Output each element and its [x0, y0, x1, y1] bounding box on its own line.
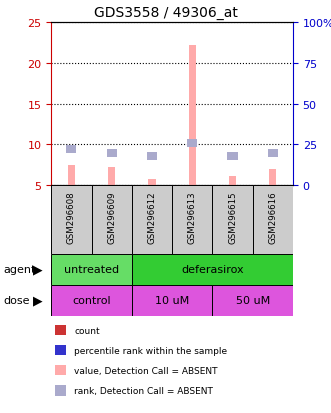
Bar	[51, 254, 132, 285]
Bar	[227, 152, 238, 161]
Bar	[229, 177, 236, 186]
Bar	[68, 166, 75, 186]
Text: GSM296616: GSM296616	[268, 191, 277, 244]
Bar	[189, 45, 196, 186]
Text: GSM296609: GSM296609	[107, 191, 116, 244]
Bar	[213, 285, 293, 316]
Bar	[108, 168, 115, 186]
Bar	[172, 186, 213, 254]
Text: GSM296608: GSM296608	[67, 191, 76, 244]
Text: deferasirox: deferasirox	[181, 264, 244, 275]
Text: agent: agent	[3, 264, 36, 275]
Text: GSM296615: GSM296615	[228, 191, 237, 244]
Bar	[269, 169, 276, 186]
Text: percentile rank within the sample: percentile rank within the sample	[74, 346, 228, 355]
Bar	[51, 285, 132, 316]
Text: 50 uM: 50 uM	[236, 295, 270, 306]
Text: ▶: ▶	[33, 263, 43, 276]
Bar	[132, 254, 293, 285]
Text: dose: dose	[3, 295, 30, 306]
Bar	[268, 149, 278, 157]
Text: untreated: untreated	[64, 264, 119, 275]
Text: GSM296613: GSM296613	[188, 191, 197, 244]
Text: rank, Detection Call = ABSENT: rank, Detection Call = ABSENT	[74, 386, 213, 395]
Bar	[187, 139, 197, 147]
Bar	[107, 149, 117, 157]
Bar	[132, 186, 172, 254]
Text: count: count	[74, 326, 100, 335]
Text: ▶: ▶	[33, 294, 43, 307]
Bar	[213, 186, 253, 254]
Text: 10 uM: 10 uM	[155, 295, 189, 306]
Bar	[132, 285, 213, 316]
Text: value, Detection Call = ABSENT: value, Detection Call = ABSENT	[74, 366, 218, 375]
Bar	[148, 179, 156, 186]
Bar	[147, 152, 157, 161]
Bar	[92, 186, 132, 254]
Bar	[51, 186, 92, 254]
Text: GSM296612: GSM296612	[148, 191, 157, 244]
Text: GDS3558 / 49306_at: GDS3558 / 49306_at	[94, 6, 237, 20]
Bar	[67, 146, 76, 154]
Text: control: control	[72, 295, 111, 306]
Bar	[253, 186, 293, 254]
